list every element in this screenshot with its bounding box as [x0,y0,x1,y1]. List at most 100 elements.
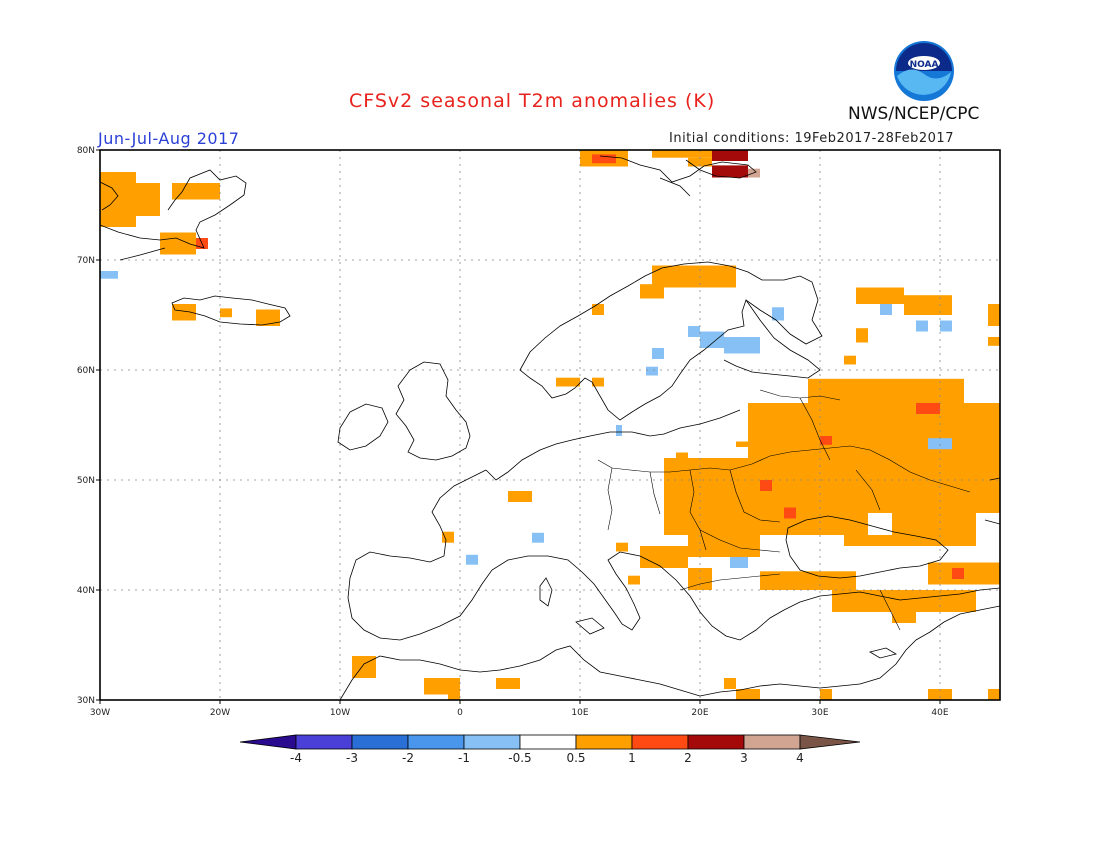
anomaly-cell-warm1 [172,304,196,321]
forecast-period: Jun-Jul-Aug 2017 [98,129,240,148]
anomaly-cell-warm1 [724,678,736,689]
anomaly-cell-cool1 [646,366,658,376]
anomaly-cell-warm1 [664,458,1000,513]
coastline-black-sea [785,515,949,579]
anomaly-cell-warm1 [628,575,640,585]
lat-tick-label: 40N [77,586,95,596]
anomaly-cell-warm1 [856,287,904,304]
anomaly-cell-warm1 [892,612,916,623]
coastline-caspian [984,477,1000,525]
anomaly-cell-warm1 [256,309,280,326]
anomaly-cell-warm1 [160,232,196,255]
anomaly-cell-warm1 [904,295,952,315]
chart-title: CFSv2 seasonal T2m anomalies (K) [349,90,716,112]
anomaly-cell-warm1 [496,678,520,689]
coastline-turkey [859,605,1000,685]
anomaly-cell-warm1 [688,157,712,167]
anomaly-cell-warm1 [988,689,1000,700]
logo-text: NOAA [910,60,939,70]
anomaly-cell-cool1 [100,271,118,279]
anomaly-cell-warm3 [712,165,748,178]
coastline-islands [539,577,605,635]
noaa-logo-icon: NOAA [894,41,954,101]
lon-tick-label: 20W [210,708,230,718]
anomaly-cell-warm2 [916,403,940,414]
anomaly-cell-warm1 [508,491,532,502]
anomaly-cell-warm1 [100,172,136,227]
country-borders [597,389,971,631]
coastline-cyprus [868,647,898,659]
anomaly-cell-cool1 [688,326,700,337]
lon-tick-label: 40E [931,708,948,718]
anomaly-cell-cool1 [700,331,724,348]
anomaly-cell-cool1 [880,304,892,315]
anomaly-cell-warm2 [784,507,796,519]
coastline-scandinavia [519,261,823,421]
anomaly-cell-cool1 [466,554,478,565]
coastline-western-europe [347,409,1000,641]
anomaly-cell-warm1 [136,183,160,216]
lon-tick-label: 30E [811,708,828,718]
anomaly-cell-cool1 [616,425,622,436]
anomaly-cell-warm1 [832,590,976,612]
anomaly-cell-warm1 [442,531,454,543]
lat-tick-label: 50N [77,476,95,486]
anomaly-cell-warm1 [820,689,832,700]
anomaly-cell-cool1 [916,320,928,332]
anomaly-cell-warm1 [640,284,664,299]
anomaly-cell-warm1 [652,265,736,288]
anomaly-cell-warm1 [664,513,868,535]
anomaly-cell-warm3 [712,150,748,161]
lat-tick-label: 70N [77,256,95,266]
anomaly-cell-warm1 [928,689,952,700]
anomaly-map: 30W 20W 10W 0 10E 20E 30E 40E 30N 40N 50N 60N 70N 80N [77,146,1001,718]
anomaly-cell-warm1 [844,535,976,546]
anomaly-cell-warm1 [640,546,688,568]
anomaly-cell-cool1 [928,438,952,450]
lat-tick-label: 80N [77,146,95,156]
anomaly-cell-warm2 [760,480,772,491]
anomaly-cell-cool1 [652,348,664,359]
anomaly-cell-warm1 [892,513,976,535]
coastline-ireland [337,403,389,451]
coastlines [100,155,1000,700]
anomaly-cell-warm1 [736,689,760,700]
anomaly-cell-warm1 [592,377,604,387]
lon-tick-label: 20E [691,708,708,718]
lat-tick-label: 60N [77,366,95,376]
anomaly-cell-warm1 [688,535,760,557]
coastline-greenland [100,169,247,261]
anomaly-cells [100,150,1000,700]
lat-tick-label: 30N [77,696,95,706]
map-gridlines [100,150,1000,700]
anomaly-cell-cool1 [940,320,952,332]
anomaly-cell-warm2 [820,436,832,445]
anomaly-cell-warm1 [556,377,580,387]
coastline-svalbard [599,155,757,197]
anomaly-cell-warm1 [676,452,688,464]
anomaly-cell-warm1 [592,304,604,315]
lon-tick-label: 10E [571,708,588,718]
lon-tick-label: 30W [90,708,110,718]
organization-label: NWS/NCEP/CPC [848,104,980,124]
coastline-north-africa [339,645,861,700]
anomaly-cell-warm1 [748,403,1000,458]
anomaly-cell-cool1 [724,337,760,354]
anomaly-cell-cool1 [532,532,544,543]
border-lines [597,389,971,631]
anomaly-cell-warm1 [760,571,856,590]
coastline-finland [723,299,821,379]
lon-tick-label: 10W [330,708,350,718]
anomaly-cell-warm2 [952,568,964,579]
anomaly-cell-cool1 [730,557,748,568]
anomaly-cell-warm1 [844,355,856,365]
anomaly-cell-warm1 [988,337,1000,346]
anomaly-cell-warm1 [616,542,628,552]
map-frame [99,149,1001,701]
anomaly-cell-warm1 [220,308,232,318]
coastline-britain [395,361,471,461]
anomaly-cell-warm1 [448,689,460,700]
initial-conditions-label: Initial conditions: 19Feb2017-28Feb2017 [669,131,954,146]
anomaly-cell-warm1 [736,441,796,447]
anomaly-cell-warm1 [652,150,712,158]
